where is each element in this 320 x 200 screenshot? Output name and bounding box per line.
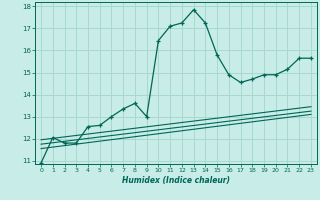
X-axis label: Humidex (Indice chaleur): Humidex (Indice chaleur)	[122, 176, 230, 185]
